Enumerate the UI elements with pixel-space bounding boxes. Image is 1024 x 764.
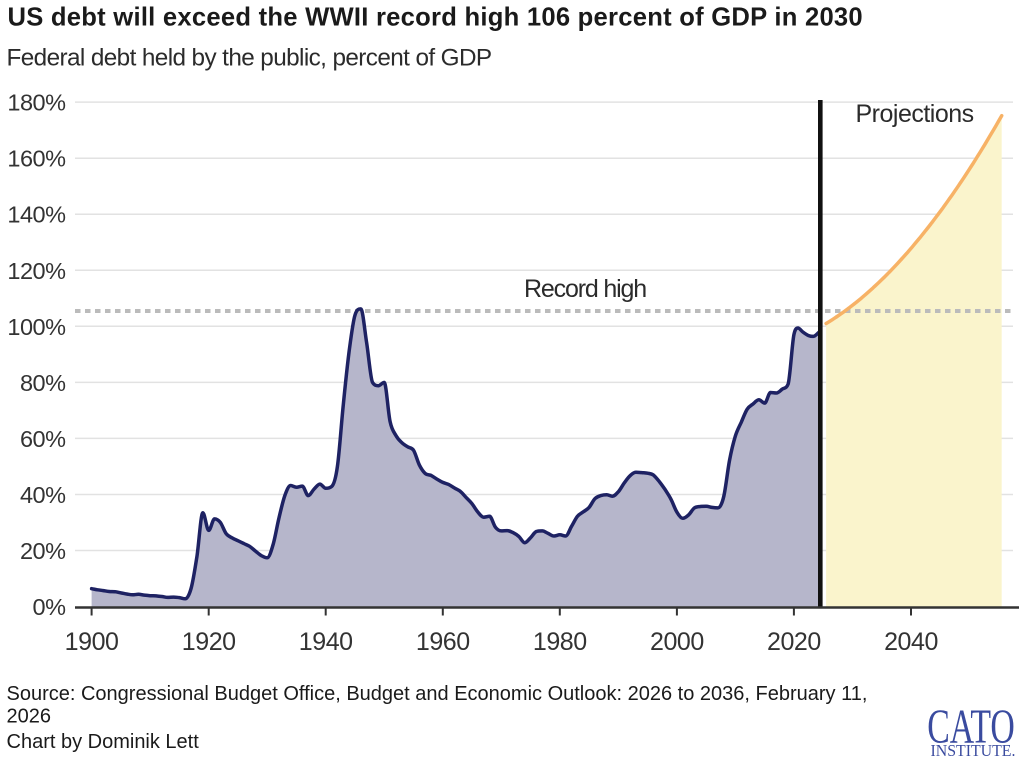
svg-text:Federal debt held by the publi: Federal debt held by the public, percent… (7, 44, 492, 71)
svg-text:120%: 120% (7, 258, 66, 284)
svg-text:1900: 1900 (65, 628, 119, 656)
svg-text:80%: 80% (20, 370, 66, 396)
svg-text:100%: 100% (7, 314, 66, 340)
svg-text:Chart by Dominik Lett: Chart by Dominik Lett (7, 731, 200, 753)
svg-text:Record high: Record high (524, 275, 646, 303)
svg-text:INSTITUTE.: INSTITUTE. (931, 742, 1016, 760)
svg-text:140%: 140% (7, 202, 66, 228)
svg-text:2026: 2026 (7, 706, 52, 728)
svg-text:1920: 1920 (182, 628, 236, 656)
svg-text:1980: 1980 (533, 628, 587, 656)
svg-text:Source: Congressional Budget O: Source: Congressional Budget Office, Bud… (7, 683, 868, 705)
svg-text:US debt will exceed the WWII r: US debt will exceed the WWII record high… (8, 3, 863, 31)
svg-text:CATO: CATO (927, 701, 1015, 754)
svg-text:20%: 20% (20, 538, 66, 564)
svg-text:2040: 2040 (884, 628, 938, 656)
svg-text:180%: 180% (7, 90, 66, 116)
svg-text:2000: 2000 (650, 628, 704, 656)
svg-text:1940: 1940 (299, 628, 353, 656)
svg-text:1960: 1960 (416, 628, 470, 656)
svg-text:60%: 60% (20, 426, 66, 452)
svg-text:2020: 2020 (767, 628, 821, 656)
svg-text:Projections: Projections (856, 100, 974, 128)
svg-text:160%: 160% (7, 146, 66, 172)
svg-text:0%: 0% (33, 594, 67, 620)
svg-text:40%: 40% (20, 482, 66, 508)
